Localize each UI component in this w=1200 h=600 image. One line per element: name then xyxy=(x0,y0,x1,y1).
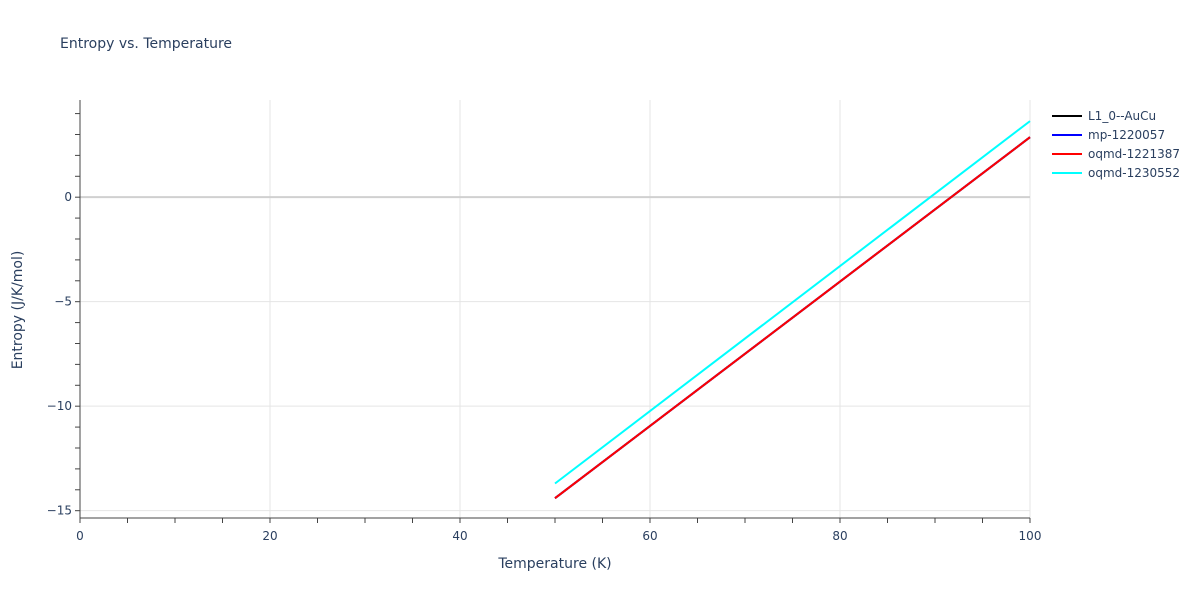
x-tick-label: 20 xyxy=(262,529,277,543)
axes: 0 20 40 60 80 100 −15 −10 −5 0 xyxy=(47,100,1042,543)
series-line xyxy=(554,120,1031,485)
x-axis-label: Temperature (K) xyxy=(497,556,611,572)
legend-label: L1_0--AuCu xyxy=(1088,108,1157,123)
legend-swatch-icon xyxy=(1052,171,1082,174)
x-tick-label: 100 xyxy=(1019,529,1042,543)
legend: L1_0--AuCu mp-1220057 oqmd-1221387 oqmd-123… xyxy=(1052,106,1180,182)
legend-item[interactable]: oqmd-1230552 xyxy=(1052,163,1180,182)
legend-item[interactable]: oqmd-1221387 xyxy=(1052,144,1180,163)
y-tick-label: 0 xyxy=(64,190,72,204)
legend-swatch-icon xyxy=(1052,114,1082,117)
y-tick-label: −15 xyxy=(47,504,72,518)
legend-label: oqmd-1221387 xyxy=(1088,146,1181,161)
legend-swatch-icon xyxy=(1052,152,1082,155)
legend-label: mp-1220057 xyxy=(1088,127,1166,142)
y-tick-label: −10 xyxy=(47,399,72,413)
series-line xyxy=(554,136,1031,499)
gridlines xyxy=(80,100,1031,518)
chart-title: Entropy vs. Temperature xyxy=(60,36,233,52)
legend-item[interactable]: mp-1220057 xyxy=(1052,125,1180,144)
y-axis-label: Entropy (J/K/mol) xyxy=(10,251,26,370)
y-tick-label: −5 xyxy=(54,295,72,309)
legend-swatch-icon xyxy=(1052,133,1082,136)
x-tick-label: 60 xyxy=(642,529,657,543)
x-tick-label: 40 xyxy=(452,529,467,543)
x-tick-label: 80 xyxy=(832,529,847,543)
legend-label: oqmd-1230552 xyxy=(1088,165,1181,180)
x-tick-label: 0 xyxy=(76,529,84,543)
legend-item[interactable]: L1_0--AuCu xyxy=(1052,106,1180,125)
data-series xyxy=(554,120,1031,499)
